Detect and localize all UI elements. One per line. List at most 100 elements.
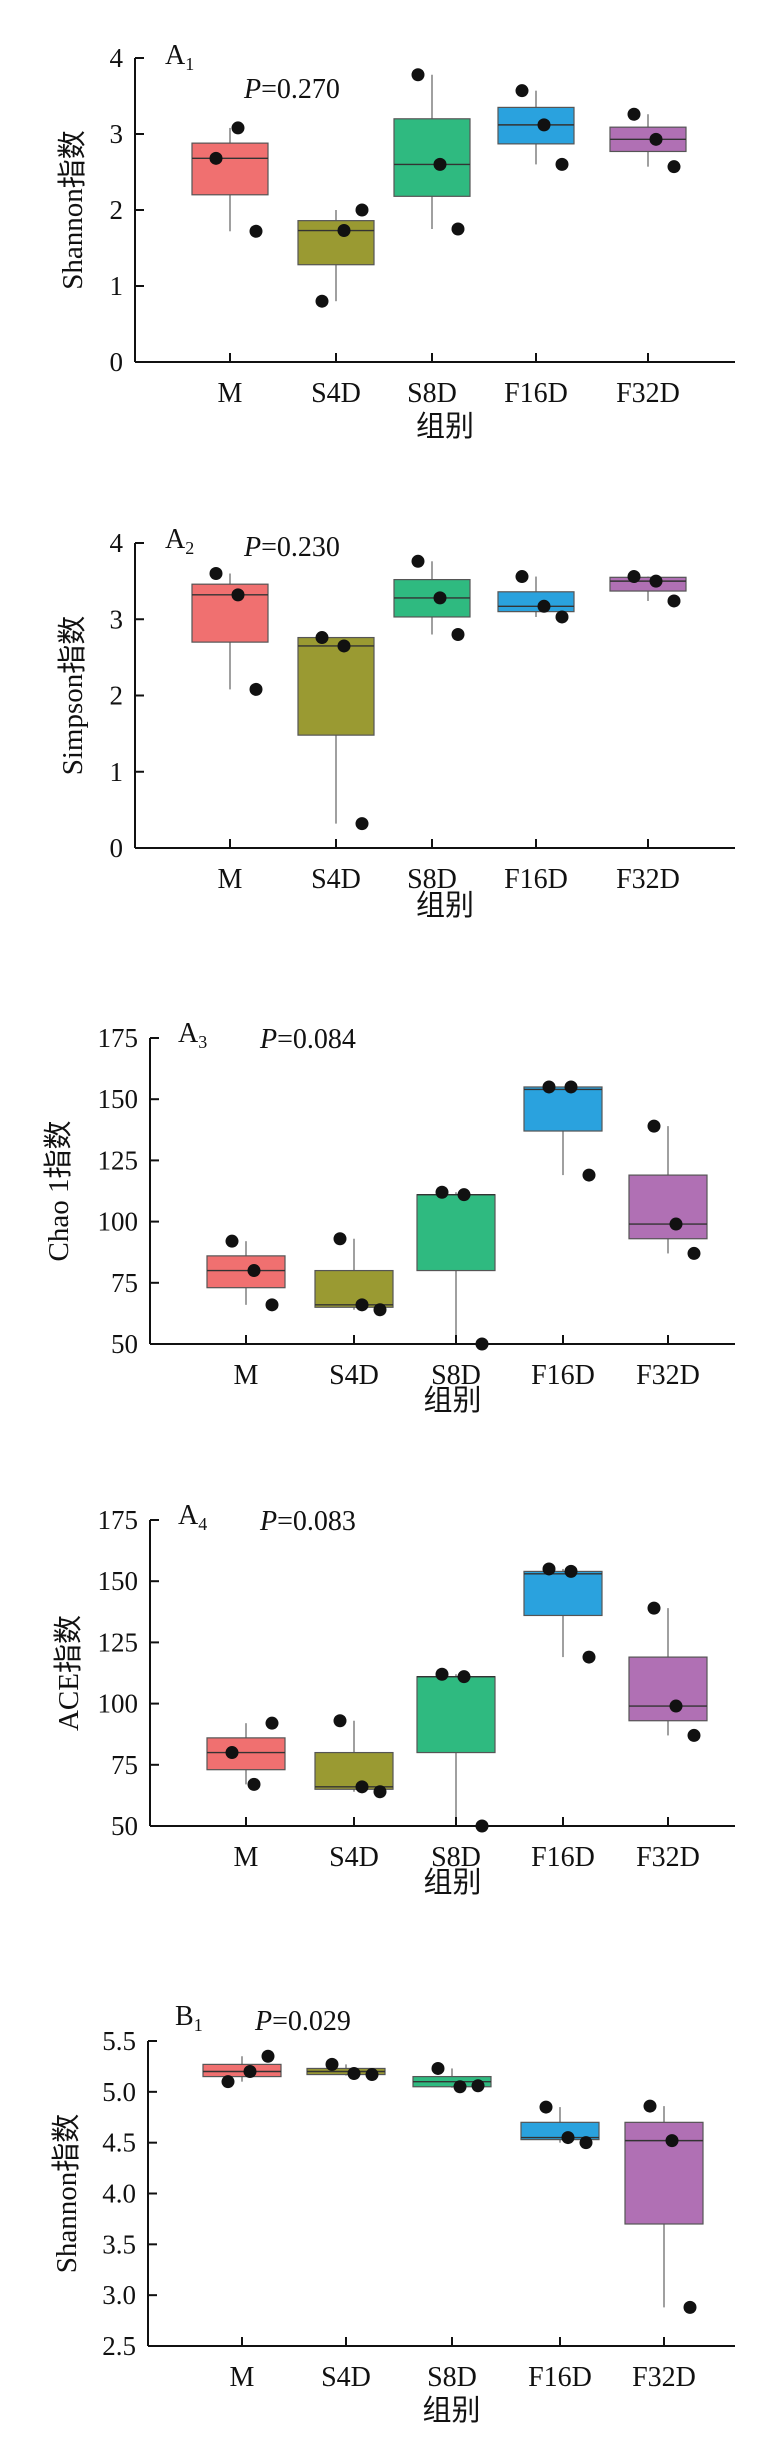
data-point xyxy=(225,1234,239,1248)
chart-panel-3: 50 75 100 125 150 175 M S4D S8D F16D F32D Chao 1指数组… xyxy=(42,1018,735,1417)
box-M xyxy=(191,121,269,238)
x-tick-label: F32D xyxy=(616,378,680,409)
y-axis-label: ACE指数 xyxy=(52,1615,85,1731)
y-axis-label: Chao 1指数 xyxy=(42,1121,75,1262)
x-axis-label: 组别 xyxy=(416,889,474,922)
box-F16D xyxy=(497,84,575,171)
data-point xyxy=(411,554,425,568)
data-point xyxy=(649,574,663,588)
y-tick-label: 1 xyxy=(110,757,124,787)
panel-label: A2 xyxy=(165,524,194,558)
data-point xyxy=(582,1168,596,1182)
box-iqr xyxy=(497,106,575,145)
data-point xyxy=(451,628,465,641)
p-number: =0.270 xyxy=(261,74,340,105)
x-tick-label: F16D xyxy=(504,864,568,895)
data-point xyxy=(555,157,569,171)
y-tick-label: 4.0 xyxy=(102,2179,136,2209)
box-iqr xyxy=(206,1255,286,1289)
data-point xyxy=(582,1650,596,1664)
box-S8D xyxy=(416,1185,496,1351)
y-tick-label: 50 xyxy=(111,1811,138,1841)
box-iqr xyxy=(609,576,687,592)
box-iqr xyxy=(202,2063,282,2078)
data-point xyxy=(247,1777,261,1791)
p-symbol: P xyxy=(254,2006,272,2037)
y-tick-label: 100 xyxy=(98,1689,139,1719)
panel-label: A3 xyxy=(178,1018,207,1052)
p-value: P=0.084 xyxy=(259,1024,356,1055)
y-tick-label: 3 xyxy=(110,604,124,634)
data-point xyxy=(471,2079,485,2093)
box-iqr xyxy=(628,1174,708,1240)
panel-label: B1 xyxy=(175,2001,203,2035)
y-tick-label: 150 xyxy=(98,1084,139,1114)
y-tick-label: 3.0 xyxy=(102,2280,136,2310)
x-tick-label: F16D xyxy=(504,378,568,409)
box-F32D xyxy=(628,1601,708,1742)
data-point xyxy=(627,107,641,121)
y-tick-label: 175 xyxy=(98,1505,139,1535)
y-tick-label: 4 xyxy=(110,43,124,73)
data-point xyxy=(475,1819,489,1833)
x-tick-label: S8D xyxy=(427,2362,477,2393)
x-tick-label: S8D xyxy=(431,1842,481,1873)
y-axis-label: Shannon指数 xyxy=(56,130,89,290)
box-S4D xyxy=(314,1714,394,1799)
x-tick-label: S8D xyxy=(431,1360,481,1391)
data-point xyxy=(453,2080,467,2094)
data-point xyxy=(542,1080,556,1094)
box-S8D xyxy=(393,554,471,641)
box-F32D xyxy=(609,570,687,608)
p-value: P=0.029 xyxy=(254,2006,351,2037)
data-point xyxy=(355,1298,369,1312)
panel-subscript: 4 xyxy=(198,1514,207,1534)
panel-letter: B xyxy=(175,2001,194,2032)
panel-label: A1 xyxy=(165,40,194,74)
y-tick-label: 5.5 xyxy=(102,2026,136,2056)
box-iqr xyxy=(297,636,375,736)
box-S4D xyxy=(297,631,375,831)
box-iqr xyxy=(523,1086,603,1132)
data-point xyxy=(667,594,681,608)
data-point xyxy=(579,2136,593,2150)
y-tick-label: 2 xyxy=(110,681,124,711)
y-tick-label: 75 xyxy=(111,1750,138,1780)
p-symbol: P xyxy=(243,532,261,563)
data-point xyxy=(411,68,425,82)
data-point xyxy=(347,2067,361,2081)
box-iqr xyxy=(206,1737,286,1771)
p-value: P=0.083 xyxy=(259,1506,356,1537)
data-point xyxy=(209,567,223,580)
box-iqr xyxy=(297,220,375,266)
data-point xyxy=(649,132,663,146)
data-point xyxy=(647,1119,661,1133)
box-iqr xyxy=(416,1676,496,1754)
x-tick-label: S4D xyxy=(311,378,361,409)
x-tick-label: M xyxy=(234,1360,259,1391)
y-tick-label: 125 xyxy=(98,1145,139,1175)
y-tick-label: 5.0 xyxy=(102,2077,136,2107)
data-point xyxy=(333,1714,347,1728)
data-point xyxy=(457,1188,471,1202)
data-point xyxy=(261,2049,275,2063)
box-M xyxy=(206,1234,286,1312)
y-axis-label: Shannon指数 xyxy=(50,2114,83,2274)
panel-letter: A xyxy=(178,1500,199,1531)
data-point xyxy=(431,2061,445,2075)
data-point xyxy=(687,1728,701,1742)
box-S8D xyxy=(416,1667,496,1833)
box-F32D xyxy=(628,1119,708,1260)
box-iqr xyxy=(314,1269,394,1308)
p-value: P=0.230 xyxy=(243,532,340,563)
y-tick-label: 0 xyxy=(110,833,124,863)
data-point xyxy=(537,599,551,613)
data-point xyxy=(433,157,447,171)
x-tick-label: F32D xyxy=(632,2362,696,2393)
y-tick-label: 125 xyxy=(98,1627,139,1657)
p-number: =0.029 xyxy=(272,2006,351,2037)
box-iqr xyxy=(191,583,269,643)
